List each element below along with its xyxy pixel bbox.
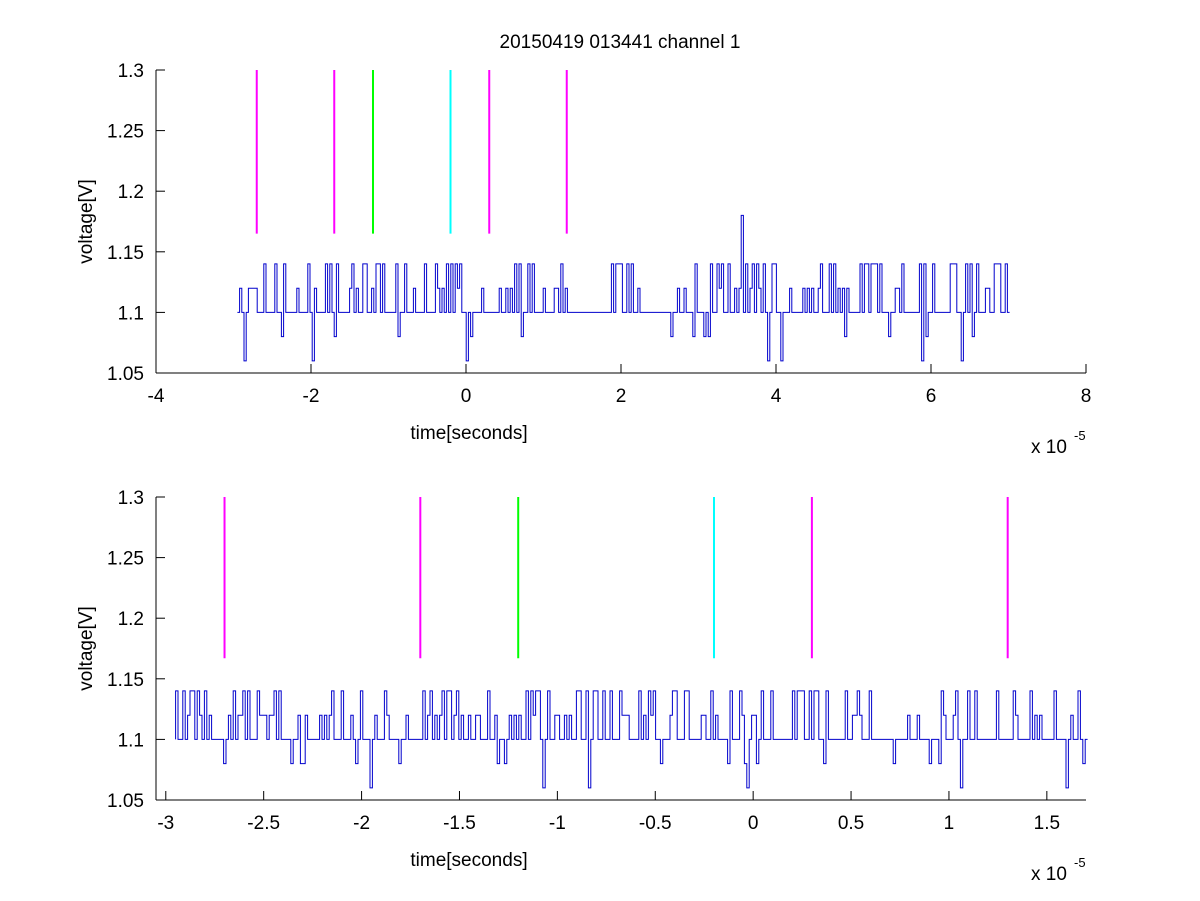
x-tick-label: -2 (303, 386, 320, 407)
x-tick-label: -2.5 (247, 813, 280, 834)
x-tick-label: 1.5 (1034, 813, 1060, 834)
y-tick-label: 1.25 (107, 549, 144, 570)
x-tick-label: -0.5 (639, 813, 672, 834)
x-multiplier-label: x 10 (1031, 864, 1067, 885)
x-tick-label: -4 (148, 386, 165, 407)
subplot-1: -4 -2 0 2 4 6 8 1.05 1.1 1.15 1.2 1.25 1.3 time[secon… (76, 61, 1091, 458)
x-tick-label: 0 (748, 813, 759, 834)
y-tick-label: 1.3 (118, 488, 144, 509)
x-tick-label: 0.5 (838, 813, 864, 834)
x-tick-label: 4 (771, 386, 782, 407)
x-axis-label: time[seconds] (410, 850, 527, 871)
voltage-trace (237, 214, 1010, 362)
x-multiplier-exponent: -5 (1074, 855, 1086, 870)
y-tick-label: 1.2 (118, 182, 144, 203)
x-tick-label: 6 (926, 386, 937, 407)
y-tick-label: 1.2 (118, 609, 144, 630)
y-tick-label: 1.3 (118, 61, 144, 82)
y-tick-label: 1.05 (107, 791, 144, 812)
x-axis-label: time[seconds] (410, 423, 527, 444)
y-axis-label: voltage[V] (76, 606, 97, 691)
plots-group: -4 -2 0 2 4 6 8 1.05 1.1 1.15 1.2 1.25 1.3 time[secon… (76, 61, 1091, 885)
x-tick-label: 2 (616, 386, 627, 407)
x-tick-label: 8 (1081, 386, 1092, 407)
x-tick-label: 0 (461, 386, 472, 407)
y-tick-label: 1.1 (118, 730, 144, 751)
y-tick-label: 1.25 (107, 122, 144, 143)
y-tick-label: 1.15 (107, 243, 144, 264)
y-axis-label: voltage[V] (76, 179, 97, 264)
y-tick-label: 1.15 (107, 670, 144, 691)
voltage-trace (175, 690, 1088, 789)
x-multiplier-exponent: -5 (1074, 428, 1086, 443)
x-tick-label: -1 (549, 813, 566, 834)
x-tick-label: -1.5 (443, 813, 476, 834)
subplot-2: -3 -2.5 -2 -1.5 -1 -0.5 0 0.5 1 1.5 1.05 1.1 1.15 1.2… (76, 488, 1088, 885)
figure-title: 20150419 013441 channel 1 (500, 32, 741, 53)
y-tick-label: 1.1 (118, 303, 144, 324)
x-tick-label: -2 (353, 813, 370, 834)
x-tick-label: 1 (944, 813, 955, 834)
y-tick-label: 1.05 (107, 364, 144, 385)
x-multiplier-label: x 10 (1031, 437, 1067, 458)
x-tick-label: -3 (157, 813, 174, 834)
